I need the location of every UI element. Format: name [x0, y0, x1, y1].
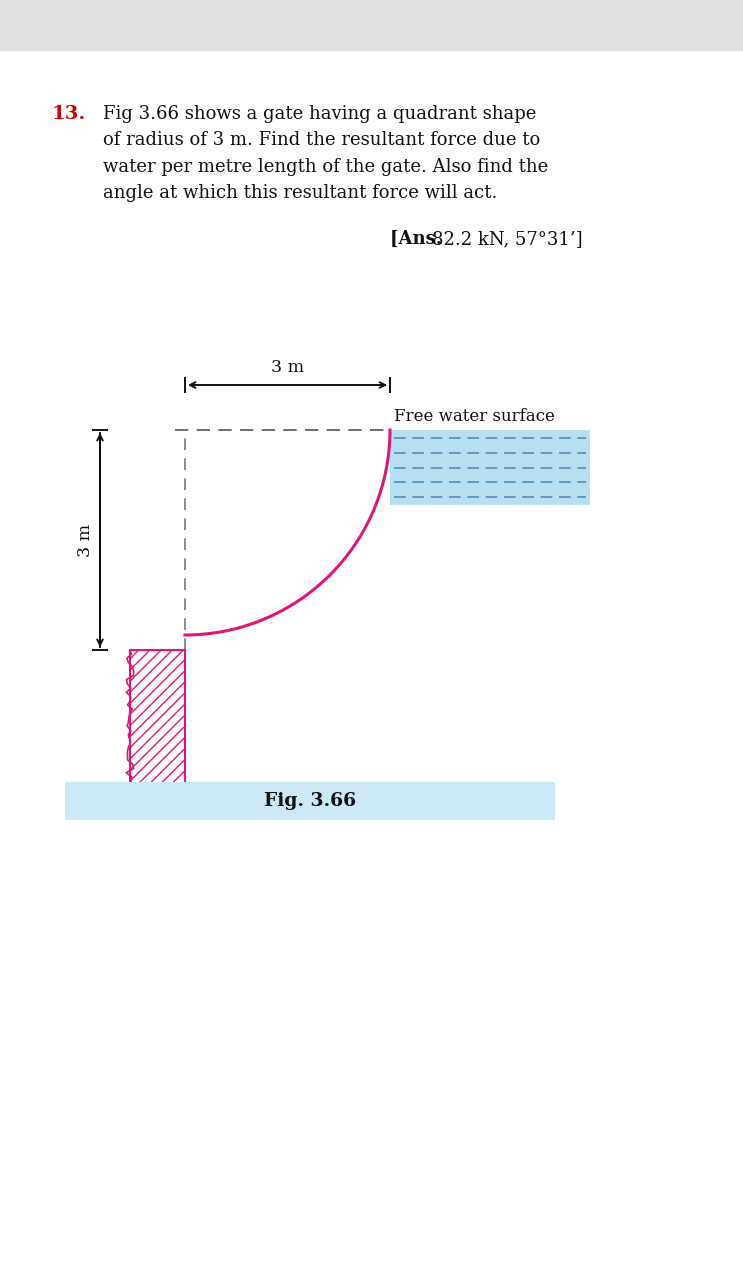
Bar	[390, 430, 590, 506]
Bar	[130, 650, 185, 815]
Text: 3 m: 3 m	[77, 524, 94, 557]
Bar	[65, 782, 555, 820]
Text: 82.2 kN, 57°31’]: 82.2 kN, 57°31’]	[432, 230, 583, 248]
Text: 3 m: 3 m	[271, 358, 304, 376]
Text: Free water surface: Free water surface	[394, 408, 555, 425]
Text: 13.: 13.	[52, 105, 86, 123]
Text: [Ans.: [Ans.	[390, 230, 448, 248]
Text: Fig. 3.66: Fig. 3.66	[264, 792, 356, 810]
Text: Fig 3.66 shows a gate having a quadrant shape
of radius of 3 m. Find the resulta: Fig 3.66 shows a gate having a quadrant …	[103, 105, 548, 202]
Bar	[0, 0, 743, 50]
